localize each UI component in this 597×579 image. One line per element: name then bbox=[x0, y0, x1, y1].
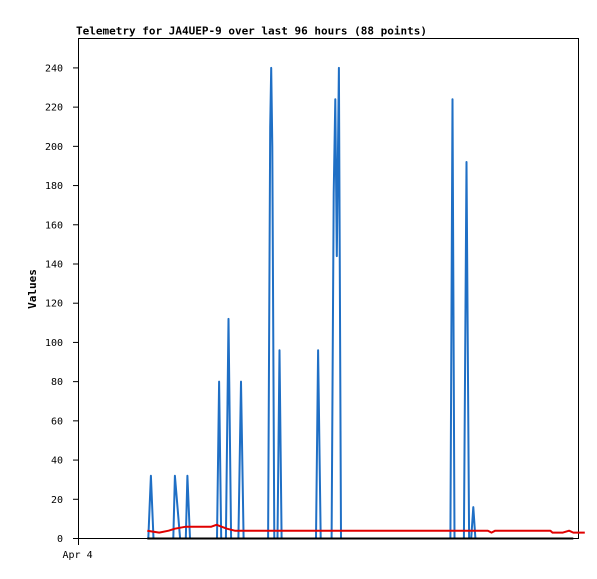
y-tick-label: 180 bbox=[45, 181, 63, 192]
y-tick-label: 200 bbox=[45, 142, 63, 153]
y-tick-label: 60 bbox=[51, 416, 63, 427]
x-tick-label: Apr 4 bbox=[63, 550, 93, 561]
y-tick-label: 140 bbox=[45, 259, 63, 270]
series-layer bbox=[147, 66, 585, 540]
y-tick-label: 20 bbox=[51, 495, 63, 506]
axis-ticks bbox=[73, 67, 79, 545]
y-tick-label: 80 bbox=[51, 377, 63, 388]
y-tick-label: 220 bbox=[45, 103, 63, 114]
y-tick-label: 160 bbox=[45, 220, 63, 231]
chart-title: Telemetry for JA4UEP-9 over last 96 hour… bbox=[76, 25, 427, 38]
series-line-1 bbox=[147, 66, 477, 540]
y-axis-tick-labels: 0 20 40 60 80 100 120 140 160 180 200 220 240 bbox=[45, 63, 63, 545]
y-tick-label: 120 bbox=[45, 299, 63, 310]
y-tick-label: 0 bbox=[57, 534, 63, 545]
plot-frame bbox=[78, 38, 579, 539]
series-line-2 bbox=[147, 523, 585, 534]
y-axis-label: Values bbox=[26, 269, 39, 309]
x-axis-tick-labels: Apr 4 bbox=[63, 550, 93, 561]
y-tick-label: 40 bbox=[51, 456, 63, 467]
y-tick-label: 100 bbox=[45, 338, 63, 349]
y-tick-label: 240 bbox=[45, 63, 63, 74]
